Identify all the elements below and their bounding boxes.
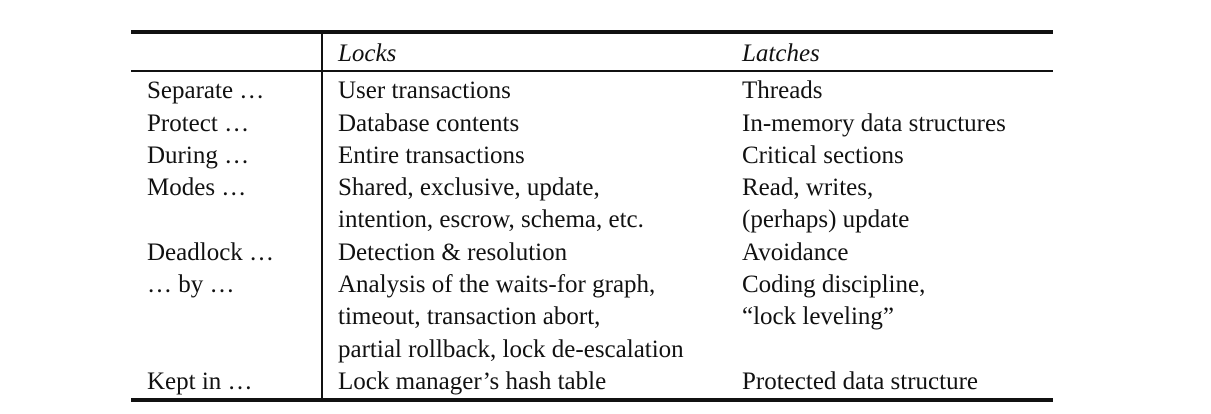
table-row: Separate … User transactions Threads — [131, 71, 1053, 108]
locks-cell: User transactions — [322, 71, 742, 107]
locks-cell-line: Lock manager’s hash table — [338, 367, 607, 395]
table-row: Protect … Database contents In-memory da… — [131, 107, 1053, 140]
locks-cell-line: Shared, exclusive, update, — [338, 174, 600, 202]
latches-cell: Read, writes, (perhaps) update — [742, 172, 1053, 237]
locks-cell-line: timeout, transaction abort, — [338, 303, 601, 331]
row-label: Kept in … — [131, 365, 323, 403]
row-label: Modes … — [131, 172, 323, 237]
latches-cell-line: Protected data structure — [742, 367, 979, 395]
locks-vs-latches-table-container: Locks Latches Separate … User transactio… — [131, 29, 1053, 403]
locks-cell-line: intention, escrow, schema, etc. — [338, 206, 644, 234]
latches-cell-line: In-memory data structures — [742, 109, 1006, 137]
locks-cell: Shared, exclusive, update, intention, es… — [322, 172, 742, 237]
locks-cell-line: Entire transactions — [338, 141, 525, 169]
locks-cell-line: Analysis of the waits-for graph, — [338, 271, 656, 299]
locks-cell: Lock manager’s hash table — [322, 365, 742, 403]
locks-cell: Detection & resolution — [322, 237, 742, 269]
latches-cell-line: Read, writes, — [742, 174, 874, 202]
latches-cell: Protected data structure — [742, 365, 1053, 403]
table-header: Locks Latches — [131, 29, 1053, 73]
locks-vs-latches-table: Locks Latches Separate … User transactio… — [131, 29, 1053, 403]
locks-cell-line: partial rollback, lock de-escalation — [338, 335, 684, 363]
locks-cell-line: Database contents — [338, 109, 520, 137]
latches-cell: Avoidance — [742, 237, 1053, 269]
latches-cell: Critical sections — [742, 140, 1053, 172]
header-cell-latches: Latches — [742, 29, 1053, 73]
latches-cell: Coding discipline, “lock leveling” — [742, 269, 1053, 366]
latches-cell-line: Avoidance — [742, 238, 849, 266]
table-row: Deadlock … Detection & resolution Avoida… — [131, 236, 1053, 270]
row-label: Separate … — [131, 71, 323, 108]
table-row: During … Entire transactions Critical se… — [131, 139, 1053, 173]
locks-cell: Analysis of the waits-for graph, timeout… — [322, 269, 742, 366]
header-cell-empty — [131, 29, 323, 73]
header-cell-locks: Locks — [322, 29, 742, 73]
latches-cell-line: Coding discipline, — [742, 271, 926, 299]
latches-cell-line: (perhaps) update — [742, 206, 910, 234]
locks-cell: Database contents — [322, 108, 742, 140]
table-row: Modes … Shared, exclusive, update, inten… — [131, 172, 1053, 237]
latches-cell-line: “lock leveling” — [742, 303, 895, 331]
row-label: During … — [131, 139, 323, 173]
row-label: … by … — [131, 269, 323, 366]
latches-cell-line: Threads — [742, 77, 823, 105]
locks-cell: Entire transactions — [322, 140, 742, 172]
latches-cell: In-memory data structures — [742, 108, 1053, 140]
latches-cell-line: Critical sections — [742, 141, 904, 169]
locks-cell-line: Detection & resolution — [338, 238, 568, 266]
locks-cell-line: User transactions — [338, 77, 511, 105]
row-label: Protect … — [131, 107, 323, 140]
row-label: Deadlock … — [131, 236, 323, 270]
table-row: Kept in … Lock manager’s hash table Prot… — [131, 365, 1053, 403]
latches-cell: Threads — [742, 71, 1053, 107]
table-row: … by … Analysis of the waits-for graph, … — [131, 269, 1053, 366]
header-row: Locks Latches — [131, 29, 1053, 73]
table-body: Separate … User transactions Threads Pro… — [131, 71, 1053, 403]
